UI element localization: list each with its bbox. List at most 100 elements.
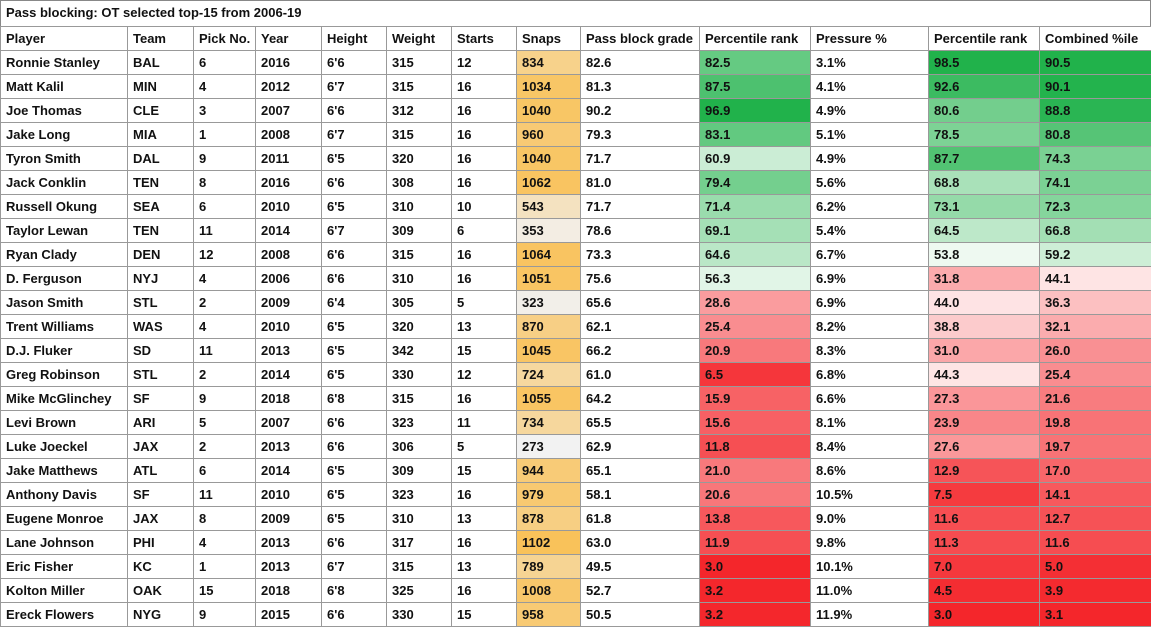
cell: 724 bbox=[517, 363, 581, 387]
cell: 342 bbox=[387, 339, 452, 363]
cell: 6.9% bbox=[811, 267, 929, 291]
header-cell: Pressure % bbox=[811, 27, 929, 51]
cell: 25.4 bbox=[1040, 363, 1151, 387]
cell: 958 bbox=[517, 603, 581, 627]
cell: 16 bbox=[452, 147, 517, 171]
header-cell: Starts bbox=[452, 27, 517, 51]
cell: 92.6 bbox=[929, 75, 1040, 99]
cell: STL bbox=[128, 291, 194, 315]
cell: Jack Conklin bbox=[1, 171, 128, 195]
cell: 50.5 bbox=[581, 603, 700, 627]
cell: 878 bbox=[517, 507, 581, 531]
cell: 19.8 bbox=[1040, 411, 1151, 435]
cell: 20.6 bbox=[700, 483, 811, 507]
cell: 71.7 bbox=[581, 147, 700, 171]
cell: 543 bbox=[517, 195, 581, 219]
cell: 1055 bbox=[517, 387, 581, 411]
cell: 12 bbox=[452, 363, 517, 387]
cell: 61.0 bbox=[581, 363, 700, 387]
cell: 64.5 bbox=[929, 219, 1040, 243]
table-title: Pass blocking: OT selected top-15 from 2… bbox=[0, 0, 1151, 26]
cell: 320 bbox=[387, 315, 452, 339]
cell: 9 bbox=[194, 387, 256, 411]
cell: 61.8 bbox=[581, 507, 700, 531]
cell: 63.0 bbox=[581, 531, 700, 555]
cell: PHI bbox=[128, 531, 194, 555]
cell: 8.6% bbox=[811, 459, 929, 483]
cell: 3 bbox=[194, 99, 256, 123]
cell: 72.3 bbox=[1040, 195, 1151, 219]
cell: 979 bbox=[517, 483, 581, 507]
cell: 31.8 bbox=[929, 267, 1040, 291]
cell: 5.1% bbox=[811, 123, 929, 147]
cell: 11.0% bbox=[811, 579, 929, 603]
cell: 4 bbox=[194, 267, 256, 291]
cell: Joe Thomas bbox=[1, 99, 128, 123]
cell: 81.0 bbox=[581, 171, 700, 195]
cell: 6'6 bbox=[322, 243, 387, 267]
cell: 6'6 bbox=[322, 603, 387, 627]
cell: ARI bbox=[128, 411, 194, 435]
cell: 5 bbox=[194, 411, 256, 435]
cell: 21.0 bbox=[700, 459, 811, 483]
cell: 1102 bbox=[517, 531, 581, 555]
cell: 1 bbox=[194, 555, 256, 579]
cell: 12 bbox=[452, 51, 517, 75]
cell: Trent Williams bbox=[1, 315, 128, 339]
cell: NYJ bbox=[128, 267, 194, 291]
cell: 96.9 bbox=[700, 99, 811, 123]
cell: 2013 bbox=[256, 339, 322, 363]
cell: 90.1 bbox=[1040, 75, 1151, 99]
cell: 6.6% bbox=[811, 387, 929, 411]
cell: 49.5 bbox=[581, 555, 700, 579]
cell: 6'7 bbox=[322, 123, 387, 147]
cell: 64.6 bbox=[700, 243, 811, 267]
cell: 16 bbox=[452, 123, 517, 147]
cell: 58.1 bbox=[581, 483, 700, 507]
cell: Jake Matthews bbox=[1, 459, 128, 483]
cell: 2016 bbox=[256, 171, 322, 195]
cell: 36.3 bbox=[1040, 291, 1151, 315]
cell: 12.7 bbox=[1040, 507, 1151, 531]
cell: 73.1 bbox=[929, 195, 1040, 219]
header-cell: Year bbox=[256, 27, 322, 51]
cell: Kolton Miller bbox=[1, 579, 128, 603]
cell: 27.3 bbox=[929, 387, 1040, 411]
cell: 2014 bbox=[256, 459, 322, 483]
cell: 3.0 bbox=[700, 555, 811, 579]
cell: 6'5 bbox=[322, 195, 387, 219]
cell: Luke Joeckel bbox=[1, 435, 128, 459]
cell: 734 bbox=[517, 411, 581, 435]
cell: 16 bbox=[452, 531, 517, 555]
cell: 1051 bbox=[517, 267, 581, 291]
cell: 6.7% bbox=[811, 243, 929, 267]
cell: 4.5 bbox=[929, 579, 1040, 603]
cell: 306 bbox=[387, 435, 452, 459]
cell: 52.7 bbox=[581, 579, 700, 603]
cell: 4 bbox=[194, 315, 256, 339]
cell: 6'8 bbox=[322, 387, 387, 411]
cell: 2016 bbox=[256, 51, 322, 75]
cell: Tyron Smith bbox=[1, 147, 128, 171]
cell: 1008 bbox=[517, 579, 581, 603]
cell: 5.6% bbox=[811, 171, 929, 195]
cell: 308 bbox=[387, 171, 452, 195]
cell: 81.3 bbox=[581, 75, 700, 99]
cell: 65.1 bbox=[581, 459, 700, 483]
cell: 6.5 bbox=[700, 363, 811, 387]
cell: 310 bbox=[387, 507, 452, 531]
cell: 82.6 bbox=[581, 51, 700, 75]
cell: 2014 bbox=[256, 363, 322, 387]
cell: 6.8% bbox=[811, 363, 929, 387]
cell: 71.7 bbox=[581, 195, 700, 219]
cell: 90.2 bbox=[581, 99, 700, 123]
cell: 59.2 bbox=[1040, 243, 1151, 267]
cell: 21.6 bbox=[1040, 387, 1151, 411]
cell: OAK bbox=[128, 579, 194, 603]
